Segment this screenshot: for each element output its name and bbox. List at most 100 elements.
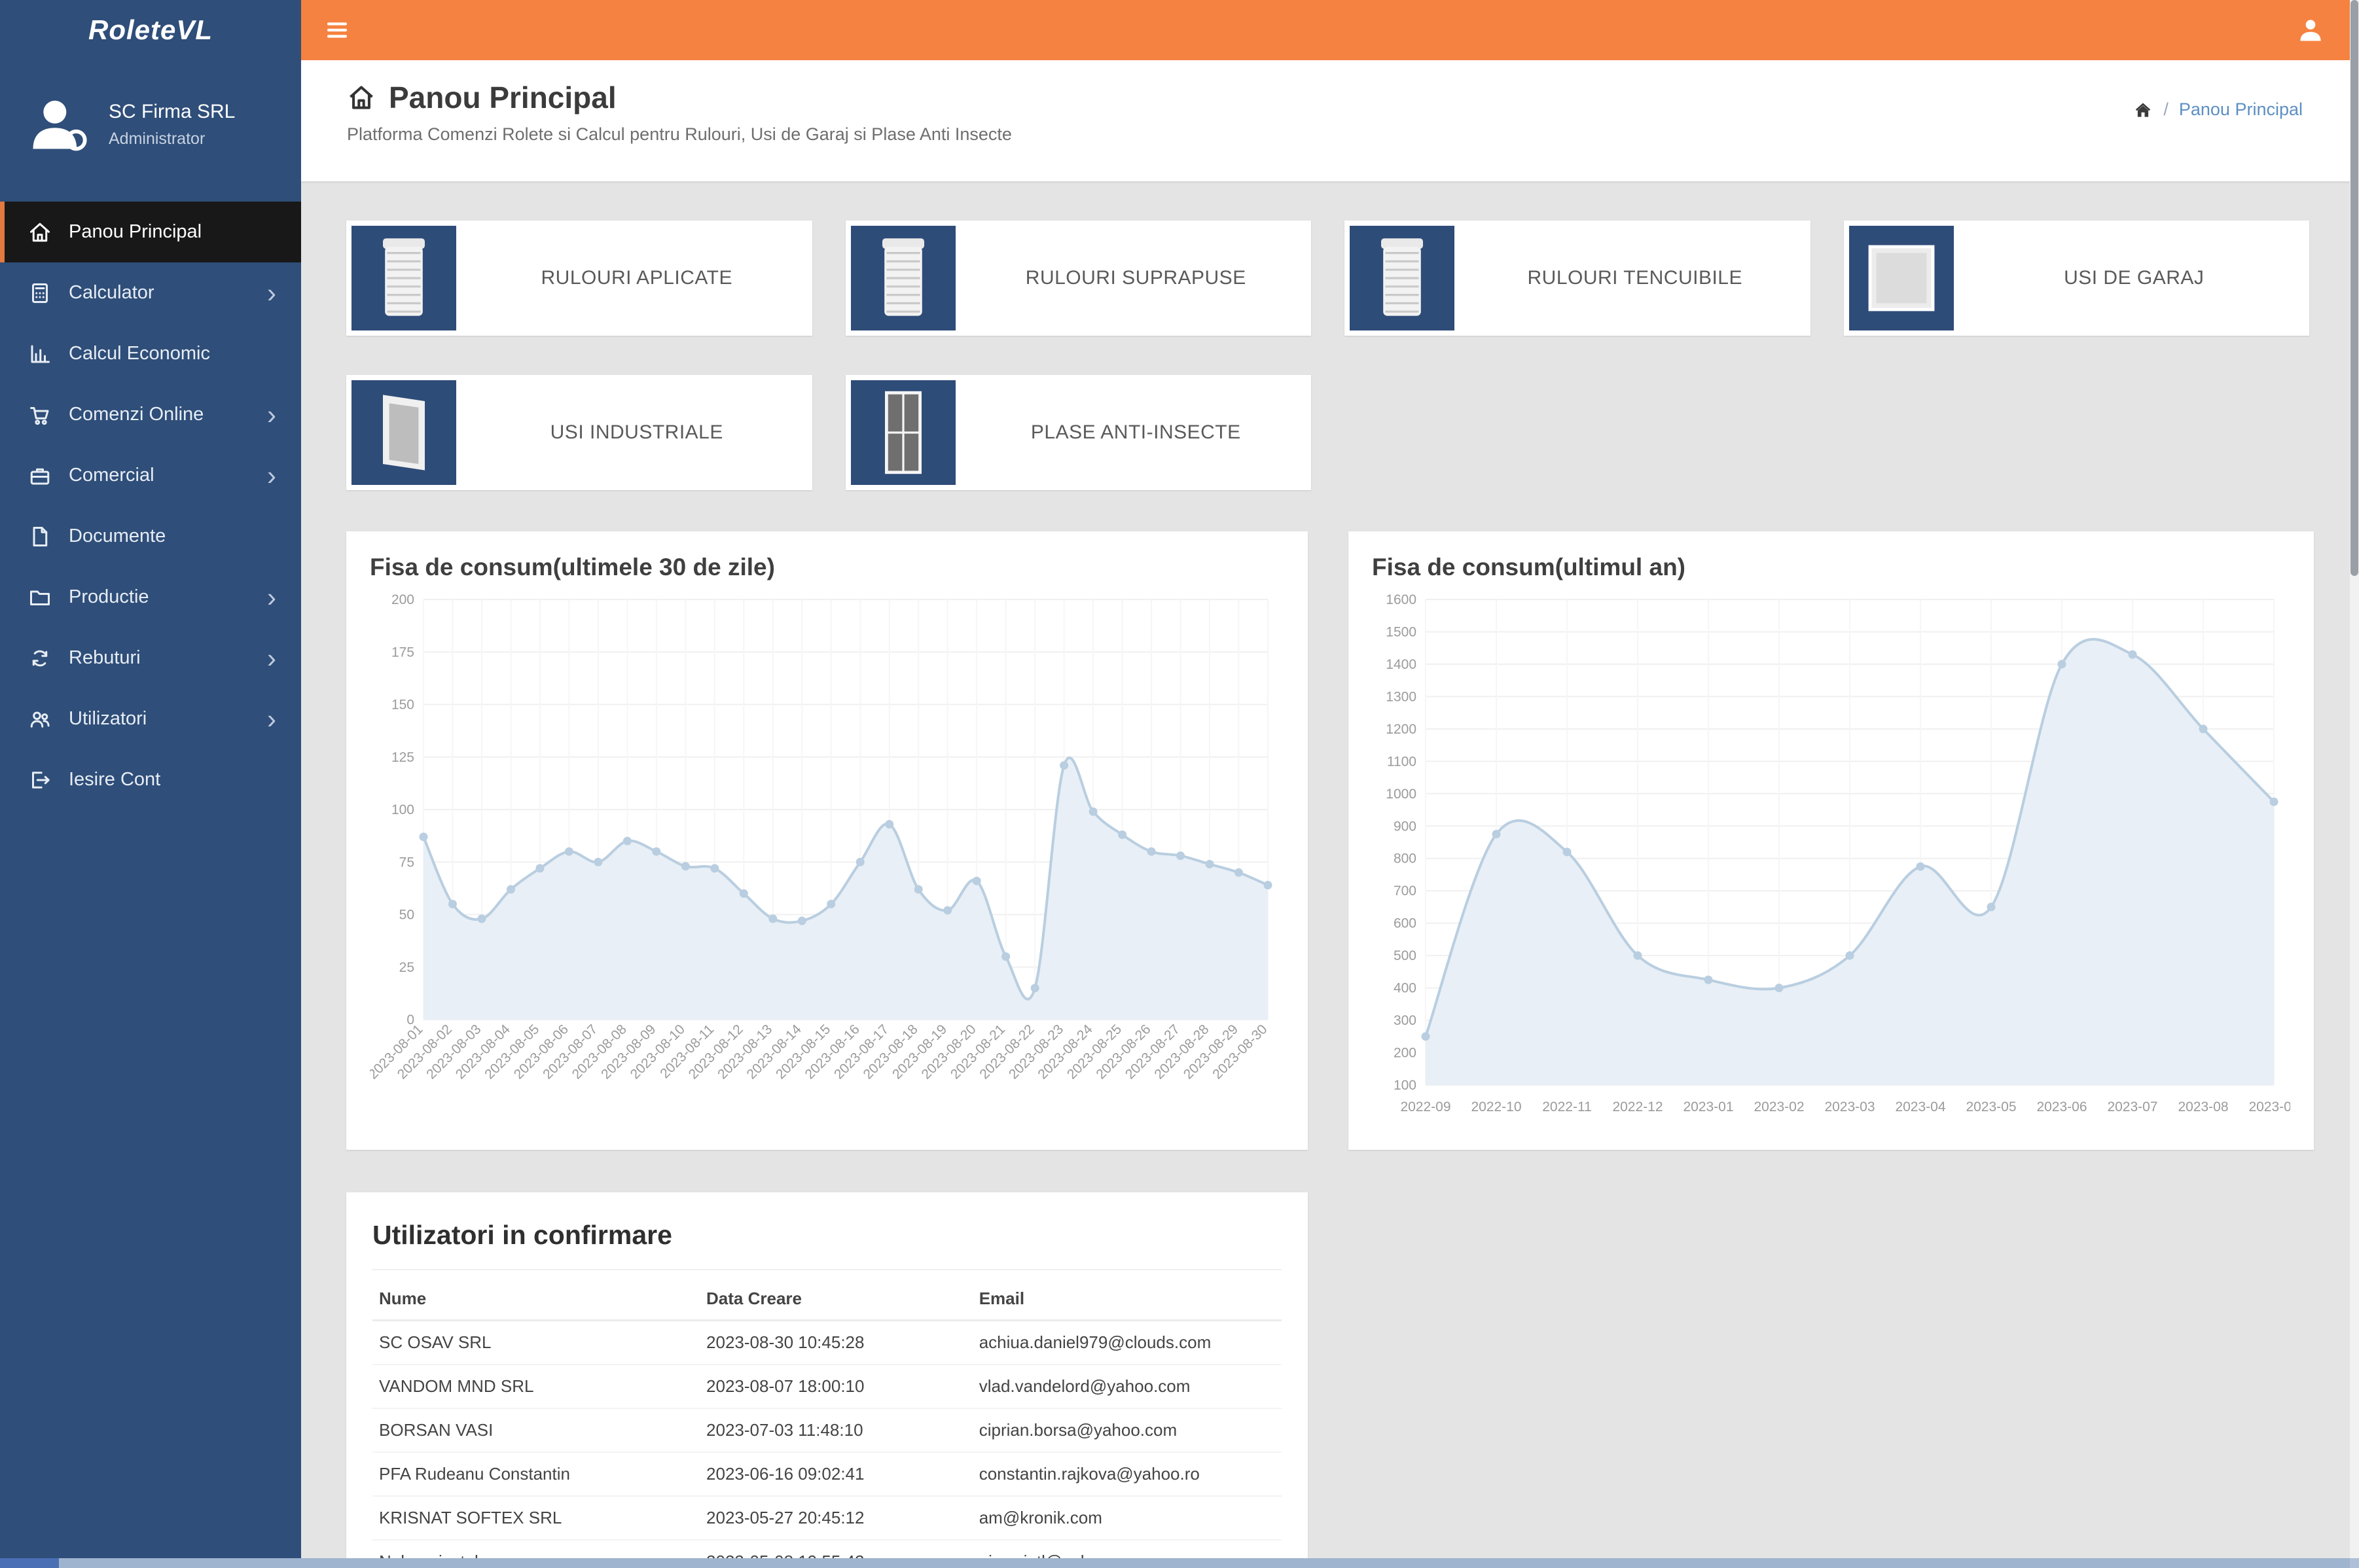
calculator-icon	[32, 283, 48, 303]
horizontal-scrollbar	[0, 1558, 2359, 1568]
chart-title: Fisa de consum(ultimul an)	[1372, 554, 1685, 580]
svg-text:175: 175	[391, 645, 414, 660]
sidebar-item-productie[interactable]: Productie ›	[0, 567, 301, 628]
users-pending-table: Nume Data Creare Email SC OSAV SRL 2023-08-…	[372, 1275, 1282, 1568]
briefcase-icon	[30, 468, 50, 484]
cell-nume: PFA Rudeanu Constantin	[372, 1452, 700, 1497]
sidebar-item-calcul-economic[interactable]: Calcul Economic	[0, 323, 301, 384]
folder-icon	[30, 590, 50, 605]
svg-text:1100: 1100	[1387, 754, 1416, 769]
sidebar-item-comenzi-online[interactable]: Comenzi Online ›	[0, 384, 301, 445]
topbar	[301, 0, 2350, 60]
svg-text:75: 75	[399, 855, 414, 870]
svg-text:1400: 1400	[1386, 657, 1416, 672]
svg-text:2023-08: 2023-08	[2178, 1099, 2228, 1114]
sidebar-item-rebuturi[interactable]: Rebuturi ›	[0, 628, 301, 688]
table-body: SC OSAV SRL 2023-08-30 10:45:28 achiua.dan…	[372, 1320, 1282, 1568]
chart-title: Fisa de consum(ultimele 30 de zile)	[370, 554, 775, 580]
svg-text:200: 200	[391, 592, 414, 607]
rulou-tencuibil-image	[1350, 226, 1454, 330]
cell-data-creare: 2023-06-16 09:02:41	[700, 1452, 973, 1497]
page-subtitle: Platforma Comenzi Rolete si Calcul pentr…	[347, 124, 1012, 144]
card-rulouri-aplicate[interactable]: RULOURI APLICATE	[346, 221, 812, 336]
sidebar-item-label: Comercial	[69, 465, 154, 486]
card-usi-de-garaj[interactable]: USI DE GARAJ	[1843, 221, 2309, 336]
svg-text:2023-03: 2023-03	[1824, 1099, 1875, 1114]
brand-logo[interactable]: RoleteVL	[88, 14, 213, 45]
svg-text:900: 900	[1394, 819, 1416, 834]
card-label: RULOURI SUPRAPUSE	[1025, 267, 1246, 289]
home-icon[interactable]	[2133, 100, 2153, 120]
svg-text:2023-06: 2023-06	[2036, 1099, 2087, 1114]
horizontal-scrollbar-thumb[interactable]	[59, 1558, 2350, 1568]
sidebar-item-label: Documente	[69, 526, 166, 546]
cell-nume: KRISNAT SOFTEX SRL	[372, 1496, 700, 1541]
hamburger-menu-button[interactable]	[301, 0, 373, 60]
topbar-user-button[interactable]	[2271, 0, 2350, 60]
file-icon	[33, 526, 48, 546]
card-rulouri-tencuibile[interactable]: RULOURI TENCUIBILE	[1344, 221, 1810, 336]
sidebar-item-documente[interactable]: Documente	[0, 506, 301, 567]
chart-panel-year: Fisa de consum(ultimul an) 100 200 300 400 5…	[1348, 531, 2314, 1150]
cell-email: ciprian.borsa@yahoo.com	[972, 1408, 1282, 1453]
content-header: Panou Principal Platforma Comenzi Rolete…	[301, 60, 2350, 181]
hamburger-icon	[327, 22, 347, 38]
svg-text:1300: 1300	[1386, 689, 1416, 704]
vertical-scrollbar-thumb[interactable]	[2350, 0, 2358, 576]
cell-data-creare: 2023-05-27 20:45:12	[700, 1496, 973, 1541]
card-label: USI INDUSTRIALE	[550, 421, 723, 443]
sidebar: RoleteVL SC Firma SRL Administrator Pano…	[0, 0, 301, 1568]
svg-text:1000: 1000	[1386, 787, 1416, 802]
svg-text:2023-02: 2023-02	[1754, 1099, 1804, 1114]
svg-text:100: 100	[1394, 1078, 1416, 1093]
sidebar-item-iesire-cont[interactable]: Iesire Cont	[0, 749, 301, 810]
svg-text:150: 150	[391, 698, 414, 713]
svg-text:2023-04: 2023-04	[1895, 1099, 1945, 1114]
svg-text:2022-09: 2022-09	[1400, 1099, 1450, 1114]
table-header-row: Nume Data Creare Email	[372, 1275, 1282, 1321]
cell-data-creare: 2023-08-07 18:00:10	[700, 1364, 973, 1409]
sidebar-item-label: Utilizatori	[69, 708, 147, 729]
svg-text:2023-05: 2023-05	[1966, 1099, 2016, 1114]
consumption-year-chart: 100 200 300 400 500 600 700 800 900 1000 1100 1200 1…	[1386, 592, 2299, 1114]
svg-text:800: 800	[1394, 851, 1416, 866]
sidebar-item-calculator[interactable]: Calculator ›	[0, 262, 301, 323]
table-row[interactable]: KRISNAT SOFTEX SRL 2023-05-27 20:45:12 am@…	[372, 1496, 1282, 1541]
cell-data-creare: 2023-07-03 11:48:10	[700, 1408, 973, 1453]
usa-garaj-image	[1848, 226, 1954, 330]
recycle-icon	[32, 650, 48, 666]
sidebar-item-label: Comenzi Online	[69, 404, 204, 425]
sidebar-item-label: Calculator	[69, 282, 154, 303]
svg-text:2023-07: 2023-07	[2107, 1099, 2157, 1114]
card-usi-industriale[interactable]: USI INDUSTRIALE	[346, 375, 812, 490]
svg-text:125: 125	[391, 750, 414, 765]
cell-email: constantin.rajkova@yahoo.ro	[972, 1452, 1282, 1497]
table-row[interactable]: PFA Rudeanu Constantin 2023-06-16 09:02:4…	[372, 1452, 1282, 1497]
users-icon	[30, 711, 50, 728]
vertical-scrollbar	[2350, 0, 2359, 1568]
cell-nume: VANDOM MND SRL	[372, 1364, 700, 1409]
table-row[interactable]: BORSAN VASI 2023-07-03 11:48:10 ciprian.bo…	[372, 1408, 1282, 1453]
sidebar-item-comercial[interactable]: Comercial ›	[0, 445, 301, 506]
column-header-email: Email	[972, 1275, 1282, 1321]
user-avatar-icon	[25, 92, 90, 157]
table-row[interactable]: SC OSAV SRL 2023-08-30 10:45:28 achiua.dan…	[372, 1320, 1282, 1365]
sidebar-item-utilizatori[interactable]: Utilizatori ›	[0, 688, 301, 749]
svg-text:100: 100	[391, 802, 414, 817]
cell-email: achiua.daniel979@clouds.com	[972, 1320, 1282, 1365]
user-icon	[2300, 20, 2321, 41]
table-row[interactable]: VANDOM MND SRL 2023-08-07 18:00:10 vlad.va…	[372, 1364, 1282, 1409]
svg-text:300: 300	[1394, 1013, 1416, 1028]
breadcrumb-current-link[interactable]: Panou Principal	[2178, 99, 2303, 119]
svg-text:200: 200	[1394, 1046, 1416, 1061]
card-label: USI DE GARAJ	[2064, 267, 2205, 289]
plasa-anti-insecte-image	[850, 380, 956, 485]
card-rulouri-suprapuse[interactable]: RULOURI SUPRAPUSE	[845, 221, 1311, 336]
sidebar-item-panou-principal[interactable]: Panou Principal	[0, 202, 301, 262]
rulou-aplicat-image	[351, 226, 456, 330]
product-cards: RULOURI APLICATE RULOURI SUPRAPUSE RULOURI…	[346, 221, 2309, 490]
svg-text:1500: 1500	[1386, 624, 1416, 639]
card-plase-anti-insecte[interactable]: PLASE ANTI-INSECTE	[845, 375, 1311, 490]
main-area: Panou Principal Platforma Comenzi Rolete…	[301, 60, 2350, 1568]
